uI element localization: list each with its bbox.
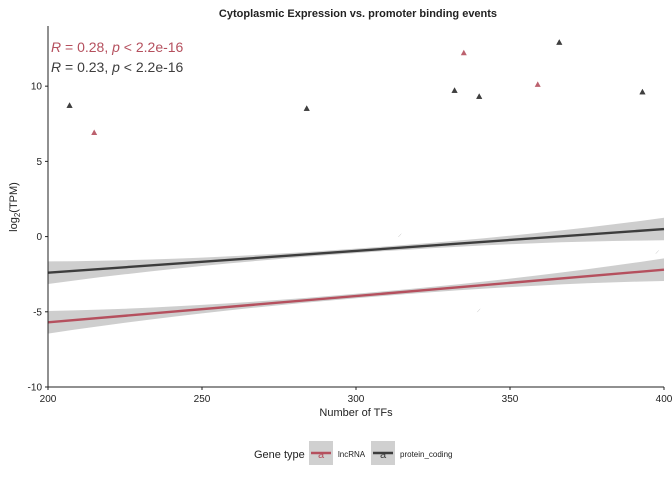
annotation-lncrna-p: p (111, 39, 120, 55)
x-ticks: 200 250 300 350 400 (40, 387, 672, 405)
outlier-point (451, 87, 458, 93)
series-points-protein_coding (477, 308, 481, 313)
x-tick-label: 400 (656, 394, 672, 405)
series-points-protein_coding (398, 233, 402, 238)
trend-lines (47, 227, 665, 324)
annotation-pc-r: R (51, 59, 61, 75)
legend: Gene type a lncRNA a protein_coding (254, 441, 452, 465)
y-tick-label: 10 (31, 82, 43, 93)
y-axis-label-sub: 2 (13, 212, 22, 217)
y-axis-label: log2(TPM) (8, 182, 22, 232)
trend-line-lncRNA (47, 268, 665, 324)
outlier-point (639, 88, 646, 95)
outlier-point (460, 49, 467, 56)
y-tick-label: 0 (36, 232, 42, 243)
annotation-lncrna-r: R (51, 39, 61, 55)
outlier-point (303, 105, 310, 111)
annotation-pc-p-text: < 2.2e-16 (120, 59, 184, 75)
legend-key-pc-glyph: a (380, 449, 387, 461)
chart-title: Cytoplasmic Expression vs. promoter bind… (219, 8, 497, 20)
y-tick-label: -5 (33, 307, 42, 318)
outlier-point (476, 93, 483, 99)
x-tick-label: 250 (194, 394, 211, 405)
x-axis-label: Number of TFs (319, 407, 393, 419)
annotation-lncrna: R = 0.28, p < 2.2e-16 (51, 39, 184, 55)
series-points-lncRNA (655, 250, 659, 254)
outlier-point (534, 81, 541, 87)
y-axis-label-main: log (8, 217, 20, 232)
y-tick-label: -10 (28, 383, 43, 394)
outlier-point (556, 39, 563, 45)
legend-label-protein-coding: protein_coding (400, 450, 452, 459)
legend-title: Gene type (254, 449, 305, 461)
y-tick-label: 5 (36, 157, 42, 168)
y-ticks: -10 -5 0 5 10 (28, 82, 48, 394)
points-layer (66, 39, 659, 313)
outlier-point (66, 102, 73, 108)
legend-key-lncrna-glyph: a (318, 449, 325, 461)
annotation-lncrna-p-text: < 2.2e-16 (120, 39, 184, 55)
outlier-point (91, 129, 98, 135)
annotation-pc-p: p (111, 59, 120, 75)
y-axis-label-tail: (TPM) (8, 182, 20, 213)
x-tick-label: 200 (40, 394, 57, 405)
annotation-lncrna-r-text: = 0.28, (61, 39, 112, 55)
annotation-protein-coding: R = 0.23, p < 2.2e-16 (51, 59, 184, 75)
x-tick-label: 300 (348, 394, 365, 405)
annotation-pc-r-text: = 0.23, (61, 59, 112, 75)
legend-label-lncrna: lncRNA (338, 450, 366, 459)
trend-line-protein_coding (47, 227, 665, 274)
x-tick-label: 350 (502, 394, 519, 405)
